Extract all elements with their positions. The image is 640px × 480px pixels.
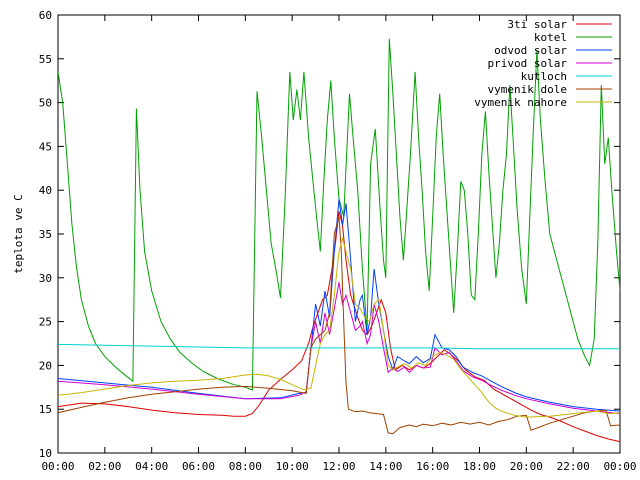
x-tick-label: 16:00 <box>416 460 449 473</box>
x-tick-label: 22:00 <box>557 460 590 473</box>
y-tick-label: 10 <box>39 447 52 460</box>
y-tick-label: 45 <box>39 140 52 153</box>
y-tick-label: 15 <box>39 403 52 416</box>
x-tick-label: 18:00 <box>463 460 496 473</box>
x-tick-label: 04:00 <box>135 460 168 473</box>
legend-label: vymenik nahore <box>474 96 567 109</box>
series-line-odvod-solar <box>58 198 620 412</box>
x-axis: 00:00 02:00 04:00 06:00 08:00 10:00 12:00 14:00… <box>41 15 637 473</box>
y-tick-label: 35 <box>39 228 52 241</box>
x-tick-label: 14:00 <box>369 460 402 473</box>
series-line-kutloch <box>58 343 620 350</box>
legend-label: 3ti solar <box>507 18 567 31</box>
series-line-kotel <box>58 38 620 391</box>
x-tick-label: 20:00 <box>510 460 543 473</box>
legend-label: kotel <box>534 31 567 44</box>
y-tick-label: 20 <box>39 359 52 372</box>
series-line-vymenik-dole <box>58 216 620 435</box>
legend-label: kutloch <box>521 70 567 83</box>
series-lines <box>58 38 620 443</box>
y-tick-label: 40 <box>39 184 52 197</box>
x-tick-label: 08:00 <box>229 460 262 473</box>
series-line-3ti-solar <box>58 211 620 443</box>
y-tick-label: 25 <box>39 316 52 329</box>
y-tick-label: 60 <box>39 9 52 22</box>
legend-label: odvod solar <box>494 44 567 57</box>
y-tick-label: 55 <box>39 53 52 66</box>
legend-label: privod solar <box>488 57 568 70</box>
x-tick-label: 00:00 <box>603 460 636 473</box>
x-tick-label: 00:00 <box>41 460 74 473</box>
series-line-vymenik-nahore <box>58 236 620 418</box>
y-tick-label: 50 <box>39 97 52 110</box>
x-tick-label: 12:00 <box>322 460 355 473</box>
y-axis-label: teplota ve C <box>12 194 25 273</box>
legend-label: vymenik dole <box>488 83 567 96</box>
y-axis: 10 15 20 25 30 35 40 45 50 55 60 <box>39 9 620 460</box>
y-tick-label: 30 <box>39 272 52 285</box>
x-tick-label: 06:00 <box>182 460 215 473</box>
x-tick-label: 10:00 <box>276 460 309 473</box>
x-tick-label: 02:00 <box>88 460 121 473</box>
